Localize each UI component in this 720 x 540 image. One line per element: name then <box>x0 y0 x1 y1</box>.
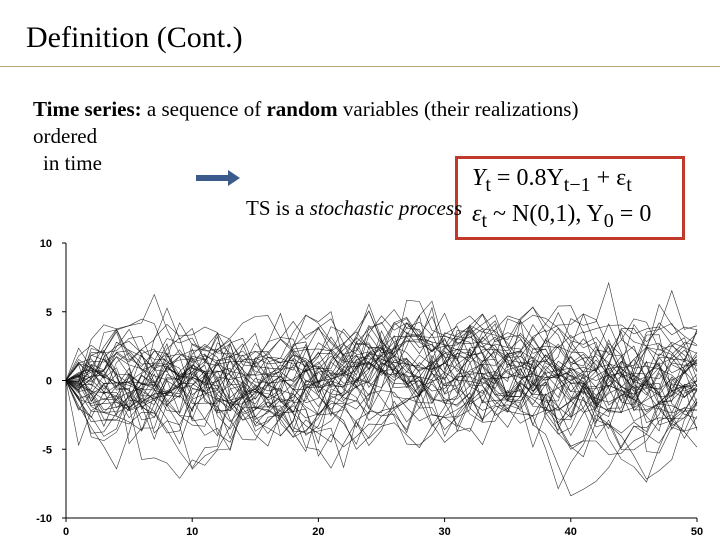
series-line <box>65 309 698 497</box>
series-line <box>65 336 698 443</box>
eq-dist: ~ N(0,1), Y <box>487 201 604 227</box>
eq-tail: + ε <box>590 165 627 191</box>
x-tick-label: 0 <box>63 526 69 538</box>
eq-dist-sub: 0 <box>603 209 614 232</box>
x-tick-label: 20 <box>312 526 324 538</box>
right-arrow-icon <box>196 170 240 186</box>
term-label: Time series: <box>33 97 142 121</box>
series-line <box>65 310 698 407</box>
series-line <box>65 293 698 431</box>
definition-line-1: Time series: a sequence of random variab… <box>33 96 693 123</box>
series-line <box>65 346 698 470</box>
series-line <box>65 314 698 431</box>
eq-y-sub: t <box>485 173 491 196</box>
definition-text: Time series: a sequence of random variab… <box>33 96 693 177</box>
equation-line-2: εt ~ N(0,1), Y0 = 0 <box>472 201 651 233</box>
equation-line-1: Yt = 0.8Yt−1 + εt <box>472 165 632 197</box>
random-word: random <box>266 97 338 121</box>
title-divider <box>0 66 720 67</box>
y-tick-label: 0 <box>46 376 52 388</box>
series-line <box>65 313 698 453</box>
x-tick-label: 50 <box>691 526 703 538</box>
series-line <box>65 314 698 412</box>
series-line <box>65 352 698 432</box>
eq-eps-sub: t <box>481 209 488 232</box>
ts-note-prefix: TS is a <box>246 196 310 220</box>
series-line <box>65 319 698 436</box>
x-tick-label: 10 <box>186 526 198 538</box>
series-line <box>65 289 698 437</box>
y-tick-label: -10 <box>36 513 52 525</box>
definition-part-a: a sequence of <box>141 97 267 121</box>
eq-rhs-sub: t−1 <box>563 173 591 196</box>
series-line <box>65 329 698 447</box>
eq-rhs: = 0.8Y <box>490 165 564 191</box>
y-tick-label: -5 <box>42 444 52 456</box>
series-line <box>65 354 698 469</box>
definition-part-c: variables (their realizations) <box>337 97 579 121</box>
eq-init: = 0 <box>613 201 652 227</box>
x-tick-label: 30 <box>438 526 450 538</box>
series-line <box>65 315 698 437</box>
series-line <box>65 303 698 434</box>
series-line <box>65 315 698 440</box>
series-line <box>65 307 698 426</box>
definition-line-3: in time <box>43 151 102 175</box>
series-line <box>65 326 698 421</box>
slide-title: Definition (Cont.) <box>26 21 243 54</box>
series-line <box>65 312 698 416</box>
series-line <box>65 299 698 434</box>
series-line <box>65 312 698 432</box>
y-tick-label: 10 <box>40 238 52 250</box>
ts-note: TS is a stochastic process <box>246 195 462 221</box>
series-line <box>65 328 698 452</box>
series-line <box>65 313 698 470</box>
equation-box: Yt = 0.8Yt−1 + εt εt ~ N(0,1), Y0 = 0 <box>455 156 685 240</box>
eq-eps: ε <box>472 201 482 227</box>
series-line <box>65 311 698 427</box>
eq-y: Y <box>472 165 486 191</box>
x-tick-label: 40 <box>565 526 577 538</box>
y-tick-label: 5 <box>46 307 52 319</box>
series-line <box>65 305 698 411</box>
ts-note-em: stochastic process <box>309 196 463 220</box>
definition-line-2: ordered <box>33 124 98 148</box>
series-line <box>65 341 698 397</box>
eq-tail-sub: t <box>626 173 632 196</box>
series-line <box>65 310 698 434</box>
